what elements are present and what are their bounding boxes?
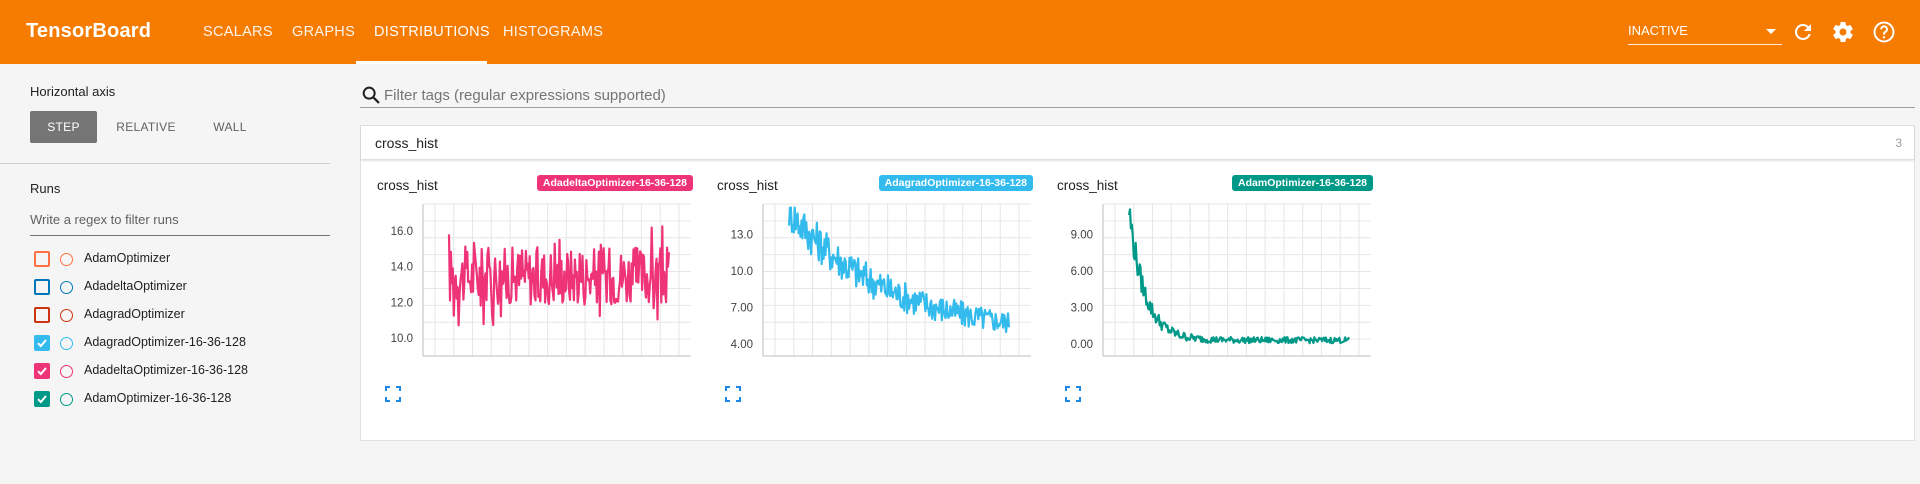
run-item[interactable]: AdadeltaOptimizer-16-36-128 bbox=[34, 361, 324, 381]
axis-relative-button[interactable]: RELATIVE bbox=[116, 120, 176, 134]
checkbox-checked-icon[interactable] bbox=[34, 335, 50, 351]
chart-panel: cross_hist AdagradOptimizer-16-36-128 13.0… bbox=[701, 168, 1037, 433]
run-label: AdagradOptimizer bbox=[84, 307, 185, 321]
chart-title: cross_hist bbox=[1057, 178, 1118, 193]
tag-filter-placeholder: Filter tags (regular expressions support… bbox=[384, 87, 666, 104]
run-color-circle-icon[interactable] bbox=[60, 281, 73, 294]
y-tick-label: 0.00 bbox=[1071, 339, 1093, 351]
run-color-circle-icon[interactable] bbox=[60, 309, 73, 322]
tab-graphs[interactable]: GRAPHS bbox=[292, 24, 356, 40]
run-badge: AdamOptimizer-16-36-128 bbox=[1232, 175, 1373, 191]
status-value: INACTIVE bbox=[1628, 23, 1688, 38]
y-tick-label: 4.00 bbox=[731, 339, 753, 351]
chart-panel: cross_hist AdamOptimizer-16-36-128 9.00 6.0… bbox=[1041, 168, 1377, 433]
axis-wall-button[interactable]: WALL bbox=[213, 120, 247, 134]
run-item[interactable]: AdamOptimizer bbox=[34, 249, 324, 269]
chart-panel: cross_hist AdadeltaOptimizer-16-36-128 16.… bbox=[361, 168, 697, 433]
y-tick-label: 6.00 bbox=[1071, 266, 1093, 278]
chevron-down-icon bbox=[1766, 29, 1776, 34]
top-app-bar: TensorBoard SCALARS GRAPHS DISTRIBUTIONS… bbox=[0, 0, 1920, 64]
y-tick-label: 7.00 bbox=[731, 302, 753, 314]
run-item[interactable]: AdadeltaOptimizer bbox=[34, 277, 324, 297]
runs-heading: Runs bbox=[30, 181, 61, 196]
gear-icon[interactable] bbox=[1831, 20, 1855, 44]
chart-plot: 13.0 10.0 7.00 4.00 bbox=[731, 203, 1031, 357]
refresh-icon[interactable] bbox=[1791, 20, 1815, 44]
y-tick-label: 9.00 bbox=[1071, 229, 1093, 241]
run-filter-placeholder: Write a regex to filter runs bbox=[30, 212, 179, 227]
checkbox-checked-icon[interactable] bbox=[34, 363, 50, 379]
run-label: AdamOptimizer bbox=[84, 251, 171, 265]
horizontal-axis-heading: Horizontal axis bbox=[30, 84, 116, 99]
y-tick-label: 13.0 bbox=[731, 229, 753, 241]
run-badge: AdagradOptimizer-16-36-128 bbox=[878, 175, 1033, 191]
run-color-circle-icon[interactable] bbox=[60, 253, 73, 266]
sidebar-divider bbox=[0, 163, 330, 164]
fullscreen-icon[interactable] bbox=[385, 386, 401, 402]
run-label: AdagradOptimizer-16-36-128 bbox=[84, 335, 246, 349]
run-filter-input[interactable]: Write a regex to filter runs bbox=[30, 212, 330, 236]
series-line bbox=[447, 225, 671, 327]
y-tick-label: 16.0 bbox=[391, 226, 413, 238]
checkbox-icon[interactable] bbox=[34, 307, 50, 323]
tab-histograms[interactable]: HISTOGRAMS bbox=[503, 24, 604, 40]
checkbox-icon[interactable] bbox=[34, 279, 50, 295]
reload-status-select[interactable]: INACTIVE bbox=[1628, 23, 1782, 45]
tab-scalars[interactable]: SCALARS bbox=[203, 24, 273, 40]
y-tick-label: 12.0 bbox=[391, 297, 413, 309]
chart-plot: 16.0 14.0 12.0 10.0 bbox=[391, 203, 691, 357]
run-color-circle-icon[interactable] bbox=[60, 393, 73, 406]
category-header[interactable]: cross_hist 3 bbox=[361, 126, 1914, 160]
active-tab-indicator bbox=[356, 61, 487, 64]
run-item[interactable]: AdamOptimizer-16-36-128 bbox=[34, 389, 324, 409]
run-label: AdadeltaOptimizer bbox=[84, 279, 187, 293]
chart-plot: 9.00 6.00 3.00 0.00 bbox=[1071, 203, 1371, 357]
tag-filter-input[interactable]: Filter tags (regular expressions support… bbox=[360, 84, 1915, 108]
run-color-circle-icon[interactable] bbox=[60, 365, 73, 378]
tab-distributions[interactable]: DISTRIBUTIONS bbox=[374, 24, 490, 40]
y-tick-label: 3.00 bbox=[1071, 302, 1093, 314]
y-tick-label: 14.0 bbox=[391, 262, 413, 274]
fullscreen-icon[interactable] bbox=[725, 386, 741, 402]
category-count: 3 bbox=[1895, 136, 1902, 150]
axis-step-button[interactable]: STEP bbox=[30, 111, 97, 143]
series-line bbox=[1127, 208, 1350, 345]
run-color-circle-icon[interactable] bbox=[60, 337, 73, 350]
search-icon bbox=[362, 86, 380, 104]
category-title: cross_hist bbox=[375, 135, 439, 151]
category-pane: cross_hist 3 cross_hist AdadeltaOptimizer… bbox=[360, 125, 1915, 441]
fullscreen-icon[interactable] bbox=[1065, 386, 1081, 402]
run-badge: AdadeltaOptimizer-16-36-128 bbox=[536, 175, 693, 191]
y-tick-label: 10.0 bbox=[731, 266, 753, 278]
series-line bbox=[787, 206, 1011, 334]
checkbox-checked-icon[interactable] bbox=[34, 391, 50, 407]
run-item[interactable]: AdagradOptimizer-16-36-128 bbox=[34, 333, 324, 353]
run-label: AdadeltaOptimizer-16-36-128 bbox=[84, 363, 248, 377]
app-title: TensorBoard bbox=[26, 20, 152, 42]
run-label: AdamOptimizer-16-36-128 bbox=[84, 391, 232, 405]
checkbox-icon[interactable] bbox=[34, 251, 50, 267]
chart-title: cross_hist bbox=[717, 178, 778, 193]
chart-title: cross_hist bbox=[377, 178, 438, 193]
run-item[interactable]: AdagradOptimizer bbox=[34, 305, 324, 325]
y-tick-label: 10.0 bbox=[391, 333, 413, 345]
help-icon[interactable] bbox=[1872, 20, 1896, 44]
